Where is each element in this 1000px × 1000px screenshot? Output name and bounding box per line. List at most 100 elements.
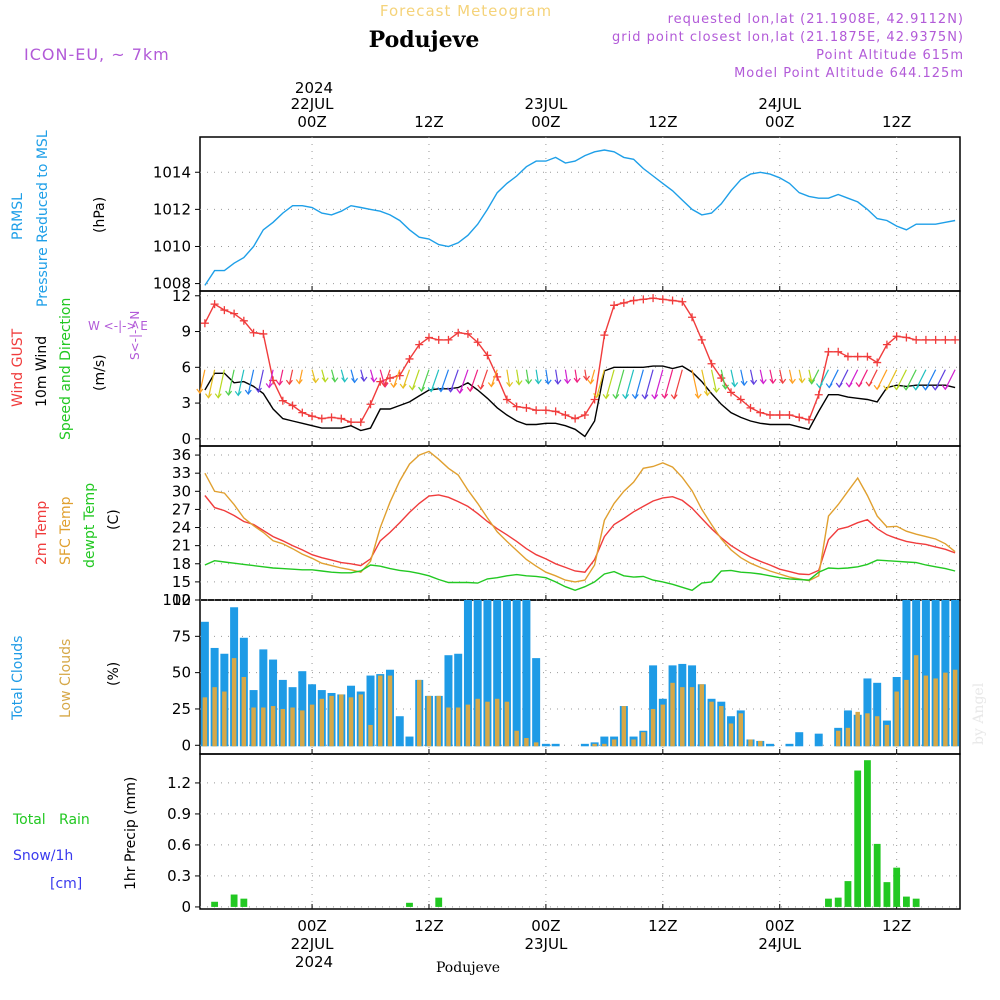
rain-bar xyxy=(912,898,920,907)
wind-direction-arrow xyxy=(237,369,245,396)
low-cloud-bar xyxy=(680,687,685,747)
wind-arrow-head xyxy=(931,385,939,391)
gust-marker xyxy=(814,390,823,399)
low-cloud-bar xyxy=(835,730,841,747)
wind-direction-arrow xyxy=(199,369,206,394)
gust-marker xyxy=(756,408,765,417)
wind-direction-arrow xyxy=(720,369,727,390)
low-cloud-bar xyxy=(719,706,724,747)
wind-direction-arrow xyxy=(634,369,644,399)
wind-direction-arrow xyxy=(664,369,674,399)
gust-marker xyxy=(337,414,346,423)
temp-sfc-label: SFC Temp xyxy=(58,496,74,565)
low-cloud-bar xyxy=(329,695,334,747)
precip-ytick-label: 0 xyxy=(181,898,191,916)
total-cloud-bar xyxy=(931,600,940,747)
low-cloud-bar xyxy=(845,727,851,747)
wind-direction-arrow xyxy=(268,369,274,388)
total-cloud-bar xyxy=(902,600,911,747)
total-cloud-bar xyxy=(269,659,278,747)
low-cloud-bar xyxy=(446,707,451,747)
low-cloud-bar xyxy=(280,708,286,747)
model-name: ICON-EU, ~ 7km xyxy=(24,45,170,64)
temperature-ytick-label: 18 xyxy=(172,555,191,573)
credit-watermark: by Angel xyxy=(971,682,987,745)
gust-marker xyxy=(405,354,414,363)
temperature-ytick-label: 12 xyxy=(172,591,191,609)
wind-arrow-head xyxy=(593,392,601,399)
rain-bar xyxy=(854,770,862,907)
wind-arrow-head xyxy=(380,381,388,388)
gust-marker xyxy=(366,400,375,409)
low-cloud-bar xyxy=(426,695,432,747)
clouds-ytick-label: 100 xyxy=(162,591,191,609)
wind-direction-arrow xyxy=(535,369,539,384)
wind-direction-arrow xyxy=(459,369,469,394)
wind-arrow-head xyxy=(515,380,523,386)
wind-direction-arrow xyxy=(915,369,927,391)
wind-direction-arrow xyxy=(934,369,946,391)
total-cloud-bar xyxy=(766,743,774,747)
wind-arrow-head xyxy=(234,390,242,397)
precip-ytick-label: 0.3 xyxy=(167,867,191,885)
wind-direction-arrow xyxy=(321,369,326,382)
wind-arrow-head xyxy=(612,393,620,400)
wind-line-gust xyxy=(204,297,956,423)
low-cloud-bar xyxy=(894,691,899,747)
wind-arrow-head xyxy=(641,394,649,400)
total-cloud-bar xyxy=(863,678,872,747)
precip-ytick-label: 1.2 xyxy=(167,774,191,792)
pressure-labels: PRMSL Pressure Reduced to MSL (hPa) xyxy=(10,130,108,307)
wind-arrow-head xyxy=(759,379,767,385)
gust-marker xyxy=(902,333,911,342)
low-cloud-bar xyxy=(641,732,646,747)
temp-2m-label: 2m Temp xyxy=(34,501,50,565)
low-cloud-bar xyxy=(465,704,471,747)
footer-location: Podujeve xyxy=(436,960,500,976)
rain-bar xyxy=(240,898,248,907)
gust-marker xyxy=(415,340,424,349)
gust-marker xyxy=(649,294,658,303)
gust-marker xyxy=(512,402,521,411)
wind-gust-label: Wind GUST xyxy=(10,328,26,407)
gust-marker xyxy=(288,401,297,410)
wind-arrow-head xyxy=(544,379,552,385)
low-cloud-bar xyxy=(923,675,929,747)
total-cloud-bar xyxy=(814,733,823,747)
wind-arrow-head xyxy=(865,381,873,387)
bottom-date-label: 24JUL xyxy=(758,935,801,953)
gust-marker xyxy=(668,296,677,305)
snow-unit: [cm] xyxy=(50,876,82,892)
gust-marker xyxy=(317,414,326,423)
low-cloud-bar xyxy=(309,704,315,747)
wind-arrow-head xyxy=(408,385,416,391)
wind-direction-arrow xyxy=(449,369,459,392)
gust-marker xyxy=(376,377,385,386)
top-hour-label: 00Z xyxy=(765,113,794,131)
wind-direction-arrow xyxy=(379,369,386,388)
gust-marker xyxy=(502,395,511,404)
wind-arrow-head xyxy=(360,376,368,383)
cloud-labels: Total Clouds Low Clouds (%) xyxy=(10,636,122,721)
temperature-ytick-label: 21 xyxy=(172,537,191,555)
compass-vertical: S<-|->N xyxy=(128,311,142,360)
wind-arrow-head xyxy=(196,388,204,394)
total-cloud-bar xyxy=(541,743,550,747)
gust-marker xyxy=(951,335,960,344)
gust-marker xyxy=(347,418,356,427)
wind-direction-arrow xyxy=(506,369,511,387)
gust-marker xyxy=(795,413,804,422)
wind-direction-arrow xyxy=(393,369,401,388)
total-cloud-bar xyxy=(463,600,472,747)
wind-direction-arrow xyxy=(584,369,588,381)
gust-marker xyxy=(824,347,833,356)
total-cloud-bar xyxy=(395,716,404,747)
wind-arrow-head xyxy=(351,377,359,384)
gust-marker xyxy=(230,309,239,318)
top-hour-label: 00Z xyxy=(531,113,560,131)
wind-arrow-head xyxy=(661,393,669,400)
wind-arrow-head xyxy=(779,378,787,385)
wind-arrow-head xyxy=(922,385,930,391)
gust-marker xyxy=(746,403,755,412)
wind-direction-arrow xyxy=(369,369,375,382)
